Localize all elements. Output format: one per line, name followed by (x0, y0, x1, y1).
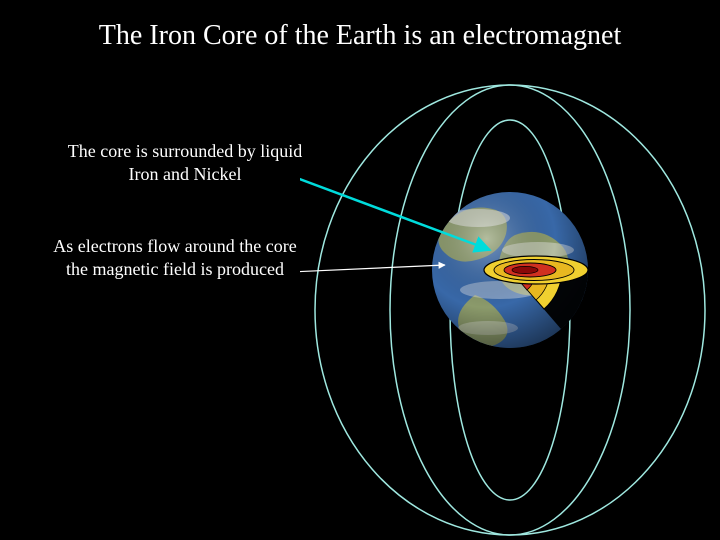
arrow-to-field (300, 265, 445, 272)
caption-magnetic-field: As electrons flow around the core the ma… (45, 235, 305, 282)
earth-magnetism-diagram (300, 80, 720, 540)
caption-core-composition: The core is surrounded by liquid Iron an… (55, 140, 315, 187)
slide-title: The Iron Core of the Earth is an electro… (0, 18, 720, 53)
